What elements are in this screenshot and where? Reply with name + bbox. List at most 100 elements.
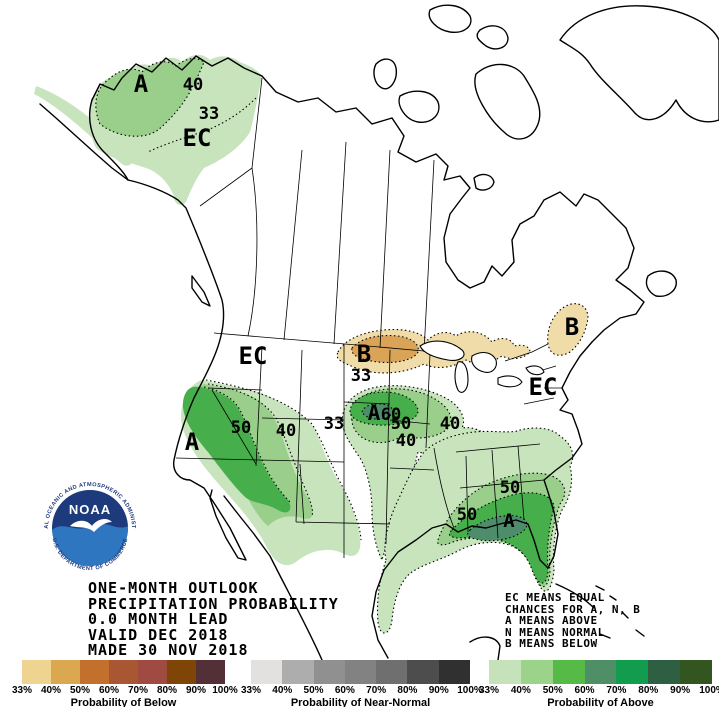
colorbar-segment bbox=[251, 660, 283, 684]
tick-label: 60% bbox=[334, 685, 355, 696]
colorbar-segment bbox=[520, 660, 553, 684]
contour-lines bbox=[147, 97, 362, 541]
contour-label-50: 50 bbox=[457, 505, 477, 525]
colorbar-ticks: 33% 40% 50% 60% 70% 80% 90% 100% bbox=[12, 685, 238, 697]
region-label-EC: EC bbox=[183, 124, 212, 152]
colorbar-group: 33% 40% 50% 60% 70% 80% 90% 100% Probability of … bbox=[479, 660, 719, 707]
tick-label: 33% bbox=[240, 685, 262, 696]
region-label-A: A bbox=[134, 70, 149, 98]
tick-label: 60% bbox=[574, 685, 595, 696]
colorbar-segment bbox=[648, 660, 681, 684]
tick-label: 50% bbox=[542, 685, 563, 696]
tick-label: 50% bbox=[303, 685, 324, 696]
colorbar-segment bbox=[616, 660, 649, 684]
colorbar-segment bbox=[489, 660, 521, 684]
tick-label: 100% bbox=[699, 685, 719, 696]
tick-label: 40% bbox=[40, 685, 62, 696]
tick-label: 100% bbox=[457, 685, 483, 696]
region-label-B: B bbox=[565, 313, 579, 341]
islands bbox=[373, 4, 719, 297]
contour-label-33: 33 bbox=[351, 366, 371, 386]
colorbar-caption: Probability of Near-Normal bbox=[290, 697, 431, 707]
title-block: ONE-MONTH OUTLOOK PRECIPITATION PROBABILI… bbox=[88, 579, 339, 659]
contour-label-33: 33 bbox=[324, 414, 344, 434]
tick-label: 33% bbox=[11, 685, 33, 696]
colorbar-segment bbox=[376, 660, 408, 684]
legend-line: B MEANS BELOW bbox=[505, 637, 598, 651]
tick-label: 80% bbox=[156, 685, 178, 696]
colorbar-ticks: 33% 40% 50% 60% 70% 80% 90% 100% bbox=[479, 685, 719, 697]
colorbar-segment bbox=[22, 660, 51, 684]
colorbar-segment bbox=[438, 660, 470, 684]
colorbar-segment bbox=[407, 660, 439, 684]
colorbar-segment bbox=[80, 660, 109, 684]
tick-label: 70% bbox=[366, 685, 387, 696]
tick-label: 90% bbox=[428, 685, 449, 696]
colorbar bbox=[251, 660, 470, 684]
noaa-logo: NOAA NATIONAL OCEANIC AND ATMOSPHERIC AD… bbox=[36, 474, 142, 580]
region-label-EC: EC bbox=[529, 373, 558, 401]
tick-label: 40% bbox=[272, 685, 293, 696]
tick-label: 80% bbox=[638, 685, 659, 696]
contour-label-50: 50 bbox=[231, 418, 251, 438]
shaded-regions bbox=[34, 54, 589, 634]
contour-label-40: 40 bbox=[183, 75, 203, 95]
tick-label: 40% bbox=[510, 685, 531, 696]
tick-label: 70% bbox=[127, 685, 149, 696]
region-label-EC: EC bbox=[239, 342, 268, 370]
legend-line: N MEANS NORMAL bbox=[505, 625, 605, 639]
colorbar-segment bbox=[109, 660, 138, 684]
title-line: VALID DEC 2018 bbox=[88, 625, 229, 644]
colorbar-segment bbox=[552, 660, 585, 684]
colorbar-caption: Probability of Below bbox=[70, 697, 177, 707]
contour-label-40: 40 bbox=[440, 414, 460, 434]
colorbar-segment bbox=[196, 660, 225, 684]
tick-label: 33% bbox=[478, 685, 500, 696]
colorbar bbox=[22, 660, 225, 684]
colorbar-caption: Probability of Above bbox=[547, 697, 654, 707]
contour-label-60: 60 bbox=[381, 405, 401, 425]
legend-line: A MEANS ABOVE bbox=[505, 614, 598, 628]
colorbar-segment bbox=[584, 660, 617, 684]
title-line: ONE-MONTH OUTLOOK bbox=[88, 579, 259, 597]
tick-label: 80% bbox=[397, 685, 418, 696]
colorbar-ticks: 33% 40% 50% 60% 70% 80% 90% 100% bbox=[241, 685, 483, 697]
noaa-wordmark: NOAA bbox=[69, 502, 111, 517]
title-line: PRECIPITATION PROBABILITY bbox=[88, 594, 339, 613]
tick-label: 70% bbox=[606, 685, 627, 696]
title-line: 0.0 MONTH LEAD bbox=[88, 610, 229, 628]
colorbar-segment bbox=[344, 660, 377, 684]
contour-label-40: 40 bbox=[276, 421, 296, 441]
legend-line: EC MEANS EQUAL bbox=[505, 591, 605, 604]
colorbar-segment bbox=[282, 660, 314, 684]
great-lakes bbox=[419, 340, 545, 393]
contour-label-50: 50 bbox=[500, 478, 520, 498]
legend-line: CHANCES FOR A, N, B bbox=[505, 602, 641, 616]
coastlines bbox=[39, 55, 645, 660]
colorbar-group: 33% 40% 50% 60% 70% 80% 90% 100% Probability of … bbox=[12, 660, 238, 707]
region-label-B: B bbox=[357, 340, 371, 368]
tick-label: 100% bbox=[212, 685, 238, 696]
region-label-A: A bbox=[503, 510, 515, 532]
colorbar bbox=[489, 660, 713, 684]
colorbar-group: 33% 40% 50% 60% 70% 80% 90% 100% Probability of … bbox=[241, 660, 483, 707]
seagull-icon bbox=[70, 519, 112, 532]
colorbar-segment bbox=[167, 660, 196, 684]
colorbar-segment bbox=[313, 660, 345, 684]
colorbar-segment bbox=[138, 660, 167, 684]
colorbar-segment bbox=[680, 660, 713, 684]
region-label-A: A bbox=[185, 428, 200, 456]
tick-label: 90% bbox=[185, 685, 207, 696]
title-line: MADE 30 NOV 2018 bbox=[88, 641, 249, 659]
tick-label: 90% bbox=[670, 685, 691, 696]
contour-label-40: 40 bbox=[396, 431, 416, 451]
colorbar-segment bbox=[51, 660, 80, 684]
contour-label-33: 33 bbox=[199, 104, 219, 124]
region-label-A: A bbox=[368, 401, 381, 425]
tick-label: 60% bbox=[98, 685, 120, 696]
state-borders bbox=[175, 77, 562, 558]
